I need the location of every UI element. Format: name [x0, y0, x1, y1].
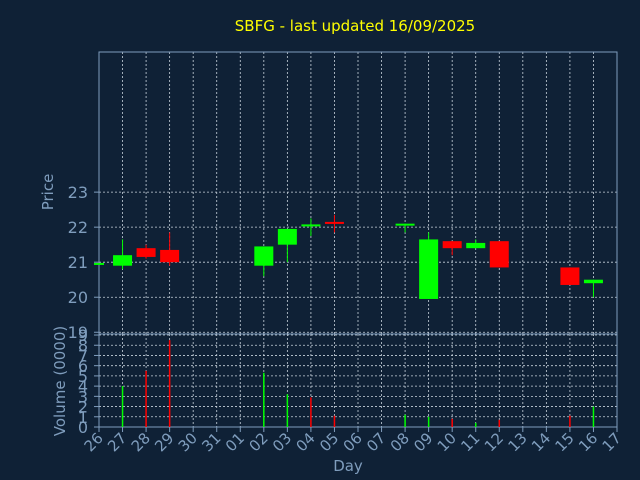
volume-bar — [474, 422, 477, 427]
candle-body — [419, 239, 439, 299]
volume-bar — [168, 340, 171, 427]
day-tick-label: 13 — [504, 429, 530, 455]
volume-tick-label: 6 — [78, 357, 88, 376]
day-tick-label: 30 — [175, 429, 201, 455]
candle-body — [395, 223, 415, 226]
volume-bar — [263, 372, 265, 427]
candle-body — [136, 248, 156, 257]
day-tick-label: 27 — [104, 429, 130, 455]
price-axis-label: Price — [39, 174, 57, 211]
candle-body — [301, 224, 321, 227]
volume-tick-label: 4 — [78, 377, 88, 396]
volume-bar — [427, 416, 430, 427]
day-tick-label: 29 — [151, 429, 177, 455]
candle-body — [489, 241, 509, 268]
price-tick-label: 19 — [68, 323, 88, 342]
volume-bar — [121, 386, 124, 427]
day-tick-label: 01 — [222, 429, 248, 455]
candle-body — [442, 241, 462, 249]
chart-title: SBFG - last updated 16/09/2025 — [235, 17, 475, 35]
day-tick-label: 14 — [528, 429, 554, 455]
day-tick-label: 04 — [293, 429, 319, 455]
day-tick-label: 07 — [363, 429, 389, 455]
volume-bar — [498, 419, 501, 427]
day-tick-label: 02 — [245, 429, 271, 455]
day-tick-label: 28 — [128, 429, 154, 455]
volume-bar — [569, 415, 571, 427]
volume-tick-label: 3 — [78, 387, 88, 406]
volume-bar — [286, 394, 289, 427]
volume-tick-label: 1 — [78, 408, 88, 427]
day-tick-label: 12 — [481, 429, 507, 455]
day-tick-label: 03 — [269, 429, 295, 455]
candle-body — [583, 279, 603, 284]
candle-body — [113, 255, 133, 266]
volume-panel: 0123456789262728293031010203040506070809… — [78, 326, 625, 455]
volume-tick-label: 0 — [78, 418, 88, 437]
volume-axis-label: Volume (0000) — [51, 326, 69, 436]
price-tick-label: 21 — [68, 253, 88, 272]
price-tick-label: 22 — [68, 218, 88, 237]
volume-tick-label: 9 — [78, 326, 88, 345]
volume-bar — [333, 415, 336, 427]
price-tick-label: 23 — [68, 183, 88, 202]
volume-bar — [592, 406, 595, 427]
day-tick-label: 16 — [575, 429, 601, 455]
day-tick-label: 10 — [434, 429, 460, 455]
volume-tick-label: 8 — [78, 336, 88, 355]
day-tick-label: 17 — [599, 429, 625, 455]
candle-body — [560, 267, 580, 285]
candle-body — [160, 249, 180, 263]
candle-body — [466, 242, 486, 249]
price-tick-label: 20 — [68, 288, 88, 307]
volume-bar — [451, 418, 453, 427]
candle-body — [254, 246, 274, 266]
day-tick-label: 05 — [316, 429, 342, 455]
volume-tick-label: 7 — [78, 346, 88, 365]
candle-body — [324, 221, 344, 224]
volume-tick-label: 5 — [78, 367, 88, 386]
volume-tick-label: 2 — [78, 398, 88, 417]
candle-body — [277, 228, 297, 245]
day-tick-label: 15 — [552, 429, 578, 455]
day-tick-label: 31 — [198, 429, 224, 455]
candle-body — [94, 262, 104, 265]
day-tick-label: 09 — [410, 429, 436, 455]
volume-bar — [310, 397, 312, 427]
volume-bar — [404, 414, 406, 427]
price-panel: 19 20 21 22 23 — [68, 51, 618, 342]
day-tick-label: 06 — [340, 429, 366, 455]
day-tick-label: 11 — [457, 429, 483, 455]
day-axis-label: Day — [333, 457, 363, 475]
volume-bar — [145, 370, 147, 427]
day-tick-label: 08 — [387, 429, 413, 455]
